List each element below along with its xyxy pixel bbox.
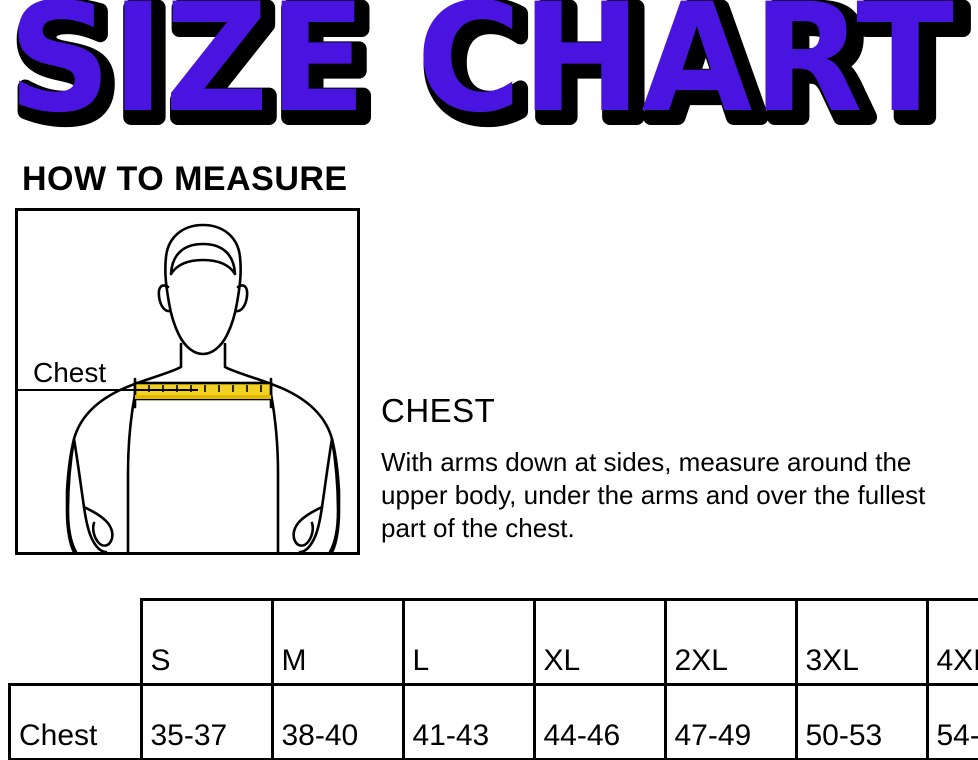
cell-chest-xl: 44-46 bbox=[532, 683, 667, 760]
how-to-measure-heading: HOW TO MEASURE bbox=[22, 160, 348, 198]
cell-chest-m: 38-40 bbox=[270, 683, 405, 760]
left-hand bbox=[82, 505, 114, 547]
tape-lower-stripe bbox=[135, 395, 271, 399]
chest-description-body: With arms down at sides, measure around … bbox=[381, 447, 926, 543]
size-table-body: S M L XL 2XL 3XL 4XL Chest 35-37 38-40 4… bbox=[8, 598, 978, 760]
size-header-3xl: 3XL bbox=[794, 598, 929, 686]
size-table-corner-cell bbox=[10, 600, 142, 685]
size-header-4xl: 4XL bbox=[925, 598, 978, 686]
right-hand bbox=[292, 505, 324, 547]
right-ear bbox=[234, 284, 249, 313]
size-header-xl: XL bbox=[532, 598, 667, 686]
right-arm-outline bbox=[298, 437, 340, 552]
title-fill-layer: SIZE CHART bbox=[8, 0, 954, 146]
chest-description-heading: CHEST bbox=[381, 392, 496, 429]
cell-chest-3xl: 50-53 bbox=[794, 683, 929, 760]
hairline bbox=[169, 242, 237, 276]
male-torso-figure-icon bbox=[65, 223, 341, 552]
cell-chest-2xl: 47-49 bbox=[663, 683, 798, 760]
page-title: .t-shadow { font-family: "DejaVu Sans", … bbox=[0, 0, 978, 147]
chest-description-block: CHEST With arms down at sides, measure a… bbox=[381, 392, 971, 545]
size-table: S M L XL 2XL 3XL 4XL Chest 35-37 38-40 4… bbox=[8, 598, 978, 760]
size-header-2xl: 2XL bbox=[663, 598, 798, 686]
neck-and-shoulders bbox=[65, 342, 341, 552]
right-torso-side bbox=[269, 392, 280, 552]
row-label-chest: Chest bbox=[8, 683, 143, 760]
chest-callout-label: Chest bbox=[33, 357, 107, 388]
measuring-tape bbox=[133, 381, 273, 401]
left-arm-outline bbox=[66, 437, 108, 552]
measurement-illustration bbox=[15, 208, 360, 555]
size-table-row-chest: Chest 35-37 38-40 41-43 44-46 47-49 50-5… bbox=[8, 683, 978, 760]
head-outline bbox=[164, 223, 242, 356]
size-chart-title-art: .t-shadow { font-family: "DejaVu Sans", … bbox=[6, 0, 972, 147]
chest-leader-line bbox=[18, 389, 198, 391]
cell-chest-l: 41-43 bbox=[401, 683, 536, 760]
cell-chest-s: 35-37 bbox=[139, 683, 274, 760]
title-shadow-layer: SIZE CHART bbox=[14, 0, 964, 147]
left-torso-side bbox=[126, 392, 137, 552]
size-header-m: M bbox=[270, 598, 405, 686]
size-header-l: L bbox=[401, 598, 536, 686]
size-header-s: S bbox=[139, 598, 274, 686]
cell-chest-4xl: 54-57 bbox=[925, 683, 978, 760]
size-table-header-row: S M L XL 2XL 3XL 4XL bbox=[10, 598, 978, 686]
left-ear bbox=[157, 284, 172, 313]
